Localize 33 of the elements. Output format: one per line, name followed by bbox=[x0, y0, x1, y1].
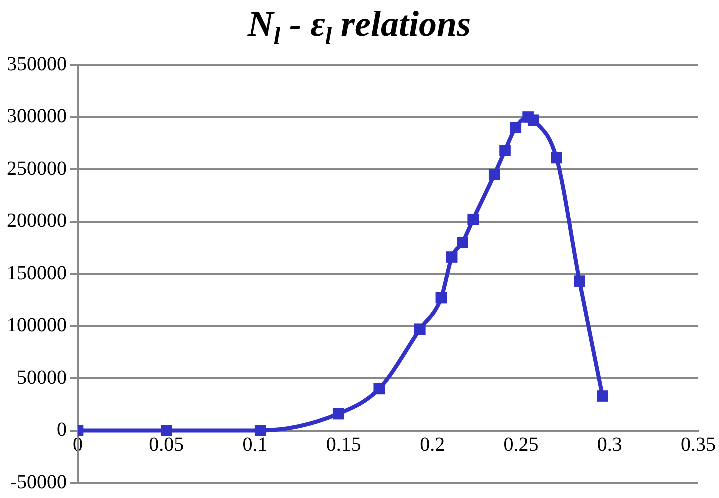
point bbox=[436, 292, 448, 304]
point bbox=[500, 145, 511, 156]
x-tick-label: 0.25 bbox=[504, 434, 539, 456]
y-tick-label: -50000 bbox=[10, 471, 67, 494]
chart-title: N$_{l}$ - ε$_{l}$ relations bbox=[246, 3, 472, 50]
point bbox=[488, 169, 500, 180]
point bbox=[551, 152, 562, 164]
point bbox=[528, 114, 540, 126]
x-tick-label: 0.3 bbox=[597, 434, 622, 456]
point bbox=[457, 236, 468, 248]
point bbox=[414, 324, 426, 336]
x-tick-label: 0.2 bbox=[420, 434, 446, 456]
point bbox=[574, 276, 586, 287]
y-tick-label: 350000 bbox=[7, 53, 67, 76]
x-tick-label: 0.15 bbox=[326, 434, 362, 456]
y-tick-label: 200000 bbox=[7, 210, 67, 232]
y-tick-label: 50000 bbox=[17, 366, 67, 389]
x-tick-label: 0.35 bbox=[681, 434, 716, 456]
point bbox=[446, 252, 458, 263]
point bbox=[510, 122, 522, 134]
point bbox=[254, 425, 266, 436]
point bbox=[374, 383, 386, 395]
y-tick-label: 250000 bbox=[7, 158, 67, 180]
point bbox=[160, 425, 172, 436]
y-tick-label: 0 bbox=[57, 419, 67, 441]
x-tick-label: 0.05 bbox=[149, 434, 184, 456]
x-tick-label: 0.1 bbox=[242, 434, 268, 456]
point bbox=[468, 214, 480, 226]
y-tick-label: 300000 bbox=[7, 106, 67, 128]
y-tick-label: 150000 bbox=[7, 262, 67, 284]
point bbox=[332, 408, 344, 420]
y-tick-label: 100000 bbox=[7, 314, 67, 336]
point bbox=[597, 390, 608, 402]
